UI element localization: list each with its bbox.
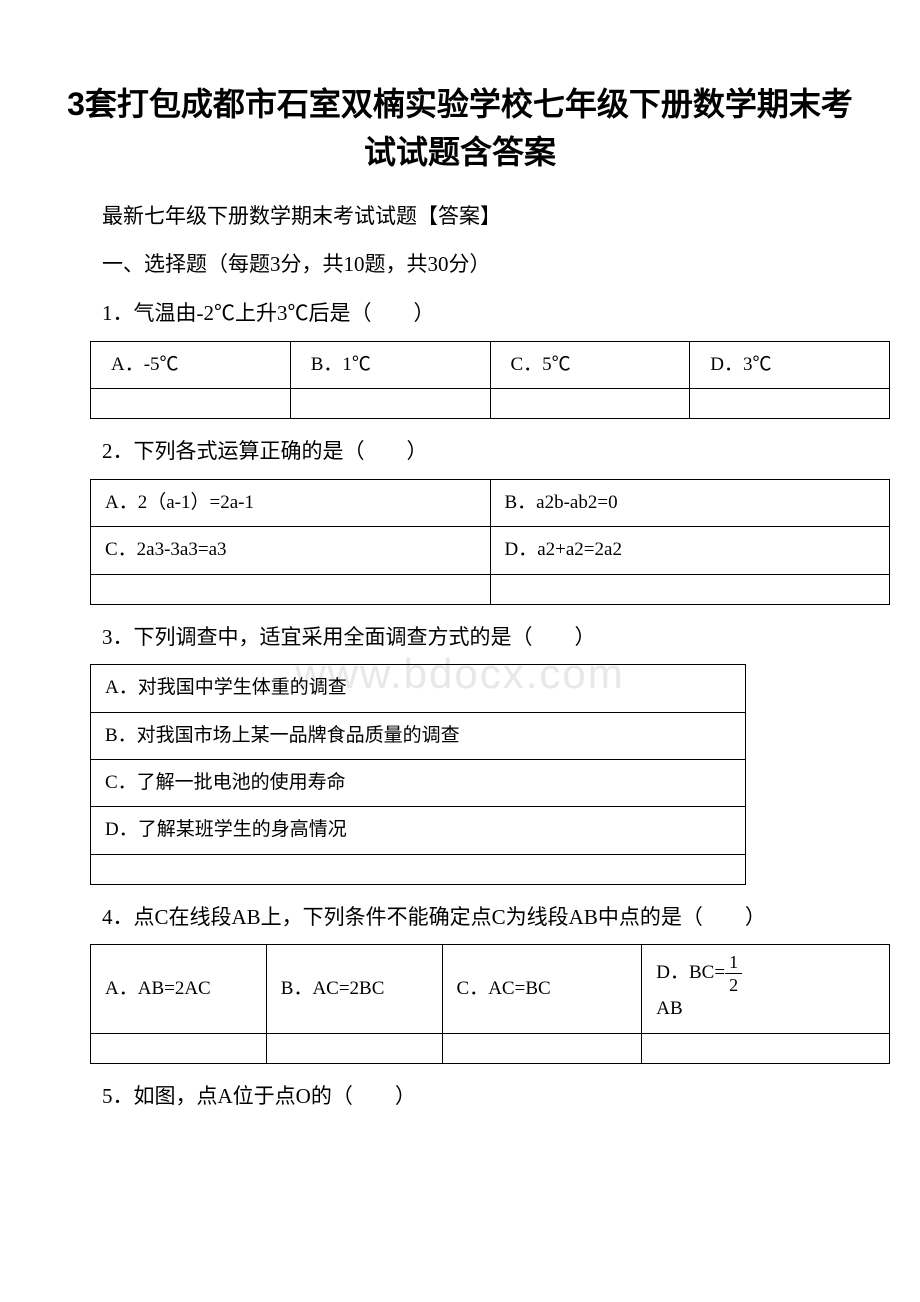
empty-cell bbox=[91, 389, 291, 419]
empty-cell bbox=[490, 389, 690, 419]
fraction-den: 2 bbox=[725, 974, 742, 994]
empty-cell bbox=[442, 1033, 642, 1063]
q4-options-table: A．AB=2AC B．AC=2BC C．AC=BC D．BC=12 AB bbox=[90, 944, 890, 1063]
q4-opt-d-prefix: D．BC= bbox=[656, 962, 725, 983]
empty-cell bbox=[490, 574, 890, 604]
fraction-num: 1 bbox=[725, 953, 742, 974]
q4-opt-a: A．AB=2AC bbox=[91, 945, 267, 1033]
fraction-icon: 12 bbox=[725, 953, 742, 994]
q2-opt-c: C．2a3-3a3=a3 bbox=[91, 527, 491, 574]
empty-cell bbox=[91, 574, 491, 604]
q1-opt-d: D．3℃ bbox=[690, 341, 890, 388]
question-4: 4．点C在线段AB上，下列条件不能确定点C为线段AB中点的是（ ） bbox=[60, 901, 860, 935]
q3-opt-c: C．了解一批电池的使用寿命 bbox=[91, 759, 746, 806]
q4-opt-d: D．BC=12 AB bbox=[642, 945, 890, 1033]
empty-cell bbox=[290, 389, 490, 419]
empty-cell bbox=[91, 854, 746, 884]
question-3: 3．下列调查中，适宜采用全面调查方式的是（ ） bbox=[60, 621, 860, 655]
question-1: 1．气温由-2℃上升3℃后是（ ） bbox=[60, 297, 860, 331]
q3-options-table: A．对我国中学生体重的调查 B．对我国市场上某一品牌食品质量的调查 C．了解一批… bbox=[90, 664, 746, 885]
q4-opt-c: C．AC=BC bbox=[442, 945, 642, 1033]
empty-cell bbox=[91, 1033, 267, 1063]
question-2: 2．下列各式运算正确的是（ ） bbox=[60, 435, 860, 469]
q2-options-table: A．2（a-1）=2a-1 B．a2b-ab2=0 C．2a3-3a3=a3 D… bbox=[90, 479, 890, 605]
q3-opt-b: B．对我国市场上某一品牌食品质量的调查 bbox=[91, 712, 746, 759]
q2-opt-a: A．2（a-1）=2a-1 bbox=[91, 479, 491, 526]
q3-opt-d: D．了解某班学生的身高情况 bbox=[91, 807, 746, 854]
subtitle: 最新七年级下册数学期末考试试题【答案】 bbox=[60, 200, 860, 234]
q1-opt-a: A．-5℃ bbox=[91, 341, 291, 388]
empty-cell bbox=[642, 1033, 890, 1063]
section-title: 一、选择题（每题3分，共10题，共30分） bbox=[60, 248, 860, 282]
q2-opt-b: B．a2b-ab2=0 bbox=[490, 479, 890, 526]
main-title: 3套打包成都市石室双楠实验学校七年级下册数学期末考试试题含答案 bbox=[60, 80, 860, 176]
q4-opt-b: B．AC=2BC bbox=[266, 945, 442, 1033]
empty-cell bbox=[690, 389, 890, 419]
q1-opt-b: B．1℃ bbox=[290, 341, 490, 388]
question-5: 5．如图，点A位于点O的（ ） bbox=[60, 1080, 860, 1114]
q1-opt-c: C．5℃ bbox=[490, 341, 690, 388]
q2-opt-d: D．a2+a2=2a2 bbox=[490, 527, 890, 574]
q4-opt-d-suffix: AB bbox=[656, 998, 682, 1019]
empty-cell bbox=[266, 1033, 442, 1063]
q3-opt-a: A．对我国中学生体重的调查 bbox=[91, 665, 746, 712]
q1-options-table: A．-5℃ B．1℃ C．5℃ D．3℃ bbox=[90, 341, 890, 419]
